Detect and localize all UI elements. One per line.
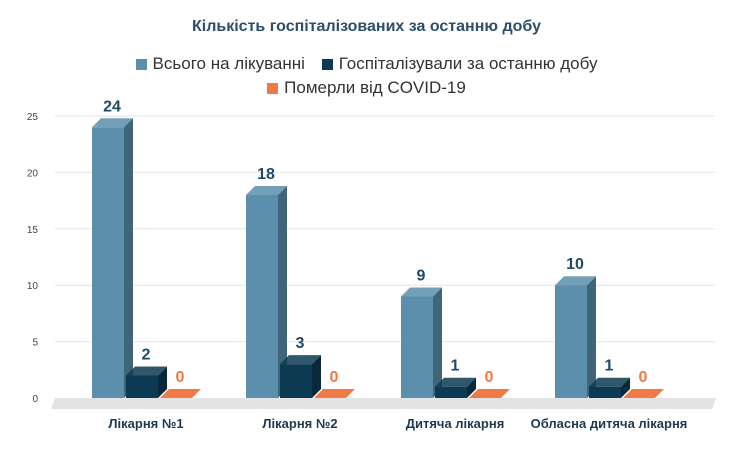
data-label-s0-c2: 9 xyxy=(417,267,426,284)
legend-swatch-total xyxy=(135,58,147,70)
bar-s0-c0 xyxy=(92,127,124,398)
bar-side-s1-c0 xyxy=(158,366,167,398)
bar-side-s1-c2 xyxy=(467,377,476,398)
bar-top-s0-c3 xyxy=(555,276,596,286)
data-label-s1-c2: 1 xyxy=(451,358,460,375)
bar-s1-c1 xyxy=(280,364,312,398)
bar-s1-c0 xyxy=(126,375,158,398)
legend-swatch-hospitalized xyxy=(321,58,333,70)
y-tick-label-3: 15 xyxy=(27,225,39,236)
data-label-s1-c1: 3 xyxy=(296,335,305,352)
bar-side-s1-c1 xyxy=(312,355,321,398)
bar-s1-c3 xyxy=(589,386,621,398)
y-tick-label-5: 25 xyxy=(27,112,39,123)
category-label-3: Обласна дитяча лікарня xyxy=(531,416,688,431)
bar-s2-c1 xyxy=(314,389,355,398)
bar-side-s0-c2 xyxy=(433,287,442,398)
bar-side-s0-c3 xyxy=(587,276,596,398)
data-label-s0-c0: 24 xyxy=(103,98,121,115)
bar-s1-c2 xyxy=(435,386,467,398)
data-label-s0-c1: 18 xyxy=(257,166,275,183)
bar-top-s0-c1 xyxy=(246,185,287,195)
legend-label-deaths: Померли від COVID-19 xyxy=(284,78,466,97)
legend-label-total: Всього на лікуванні xyxy=(152,54,305,73)
bar-s0-c3 xyxy=(555,285,587,398)
bar-side-s0-c1 xyxy=(278,185,287,398)
legend-item-hospitalized: Госпіталізували за останню добу xyxy=(321,54,598,74)
legend-item-deaths: Померли від COVID-19 xyxy=(267,78,466,98)
y-tick-label-4: 20 xyxy=(27,168,39,179)
data-label-s0-c3: 10 xyxy=(566,256,584,273)
data-label-s2-c1: 0 xyxy=(330,369,339,386)
chart-floor xyxy=(51,398,716,409)
legend-row-2: Померли від COVID-19 xyxy=(0,78,733,99)
category-label-2: Дитяча лікарня xyxy=(406,416,505,431)
y-tick-label-1: 5 xyxy=(32,338,38,349)
bar-side-s0-c0 xyxy=(124,118,133,398)
bar-s0-c2 xyxy=(401,296,433,398)
data-label-s2-c2: 0 xyxy=(485,369,494,386)
bar-top-s1-c0 xyxy=(126,366,167,376)
bar-top-s1-c1 xyxy=(280,355,321,365)
legend-label-hospitalized: Госпіталізували за останню добу xyxy=(338,54,598,73)
y-tick-label-0: 0 xyxy=(32,394,38,405)
bar-top-s0-c0 xyxy=(92,118,133,128)
legend-swatch-deaths xyxy=(267,82,279,94)
category-label-1: Лікарня №2 xyxy=(262,416,337,431)
bar-s2-c2 xyxy=(469,389,510,398)
bar-s2-c3 xyxy=(623,389,664,398)
bar-top-s1-c3 xyxy=(589,377,630,387)
legend-row-1: Всього на лікуванні Госпіталізували за о… xyxy=(0,54,733,75)
bar-s0-c1 xyxy=(246,194,278,398)
bar-top-s0-c2 xyxy=(401,287,442,297)
data-label-s1-c0: 2 xyxy=(142,346,151,363)
category-label-0: Лікарня №1 xyxy=(108,416,183,431)
data-label-s2-c0: 0 xyxy=(176,369,185,386)
data-label-s2-c3: 0 xyxy=(639,369,648,386)
y-tick-label-2: 10 xyxy=(27,281,39,292)
bar-side-s1-c3 xyxy=(621,377,630,398)
legend-item-total: Всього на лікуванні xyxy=(135,54,305,74)
data-label-s1-c3: 1 xyxy=(605,358,614,375)
bar-s2-c0 xyxy=(160,389,201,398)
bar-top-s1-c2 xyxy=(435,377,476,387)
chart-title: Кількість госпіталізованих за останню до… xyxy=(192,18,541,35)
